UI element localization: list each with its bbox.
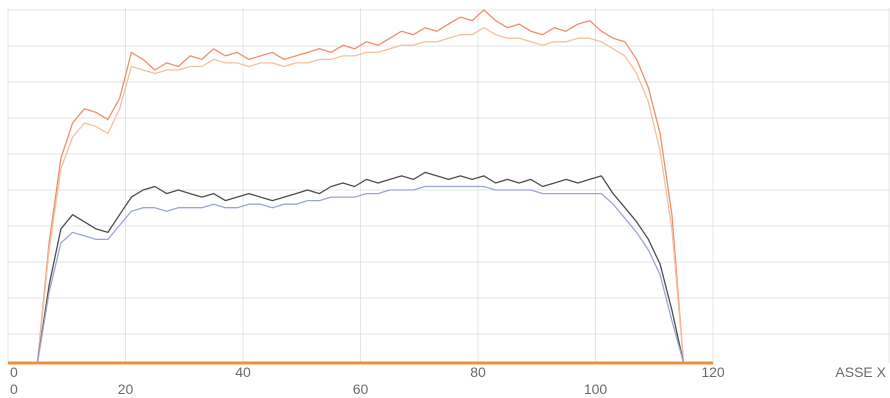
x-tick-label: 0 [10, 381, 18, 397]
series-line-3 [36, 171, 685, 364]
x-ticks-upper: 0 40 80 120 [10, 364, 725, 380]
x-tick-label: 80 [470, 364, 486, 380]
series-line-4 [36, 185, 685, 364]
x-tick-label: 40 [235, 364, 251, 380]
x-tick-label: 60 [353, 381, 369, 397]
x-ticks-lower: 0 20 60 100 [10, 381, 607, 397]
x-axis-label: ASSE X [835, 364, 886, 380]
grid-lines [7, 8, 890, 363]
series-line-1 [36, 9, 685, 364]
series-line-2 [36, 27, 685, 364]
x-tick-label: 0 [10, 364, 18, 380]
series-layer [8, 9, 713, 365]
x-tick-label: 20 [118, 381, 134, 397]
x-tick-label: 100 [584, 381, 608, 397]
x-tick-label: 120 [701, 364, 725, 380]
